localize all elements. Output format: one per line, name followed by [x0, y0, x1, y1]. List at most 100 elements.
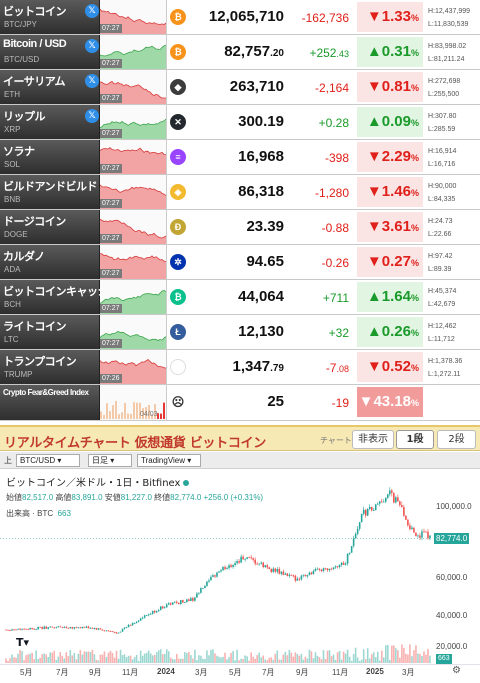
candle-body	[282, 571, 285, 575]
candle-body	[35, 629, 37, 631]
coin-name-cell[interactable]: ビットコイン BTC/JPY 𝕏	[0, 0, 100, 34]
sparkline-cell[interactable]: 07:27	[100, 175, 167, 209]
sparkline-cell[interactable]: 07:27	[100, 70, 167, 104]
candle-body	[342, 562, 345, 565]
fear-face-icon: ☹	[170, 394, 186, 410]
candle-body	[139, 618, 142, 621]
fear-greed-row[interactable]: Crypto Fear&Greed Index 04/03 ☹ 25 -19 ▼43.18…	[0, 385, 480, 421]
volume-bar	[5, 658, 7, 663]
coin-symbol: SOL	[4, 160, 21, 169]
pair-select[interactable]: BTC/USD ▾	[16, 454, 80, 467]
candle-body	[31, 627, 33, 629]
volume-bar	[19, 649, 21, 663]
coin-name-cell[interactable]: ライトコイン LTC	[0, 315, 100, 349]
volume-bar	[208, 655, 210, 663]
coin-name-cell[interactable]: イーサリアム ETH 𝕏	[0, 70, 100, 104]
candle-body	[270, 568, 273, 572]
fear-greed-bar	[112, 405, 114, 419]
x-share-icon[interactable]: 𝕏	[85, 74, 99, 88]
ticker-row[interactable]: ビットコインキャッシュ BCH 07:27 ₿ 44,064 +711 ▲1.64% H:45…	[0, 280, 480, 315]
coin-symbol: BNB	[4, 195, 21, 204]
ticker-row[interactable]: ビットコイン BTC/JPY 𝕏 07:27 ₿ 12,065,710 -162,736 ▼1…	[0, 0, 480, 35]
coin-name-cell[interactable]: Bitcoin / USD BTC/USD 𝕏	[0, 35, 100, 69]
sparkline-cell[interactable]: 07:27	[100, 140, 167, 174]
sparkline-cell[interactable]: 07:27	[100, 280, 167, 314]
source-select[interactable]: TradingView ▾	[137, 454, 201, 467]
volume-bar	[316, 655, 319, 663]
x-share-icon[interactable]: 𝕏	[85, 109, 99, 123]
x-share-icon[interactable]: 𝕏	[85, 4, 99, 18]
fear-greed-percent: ▼43.18%	[357, 387, 423, 417]
candle-body	[57, 626, 60, 628]
fear-greed-name-cell[interactable]: Crypto Fear&Greed Index	[0, 385, 100, 420]
candle-body	[169, 603, 172, 605]
candle-body	[91, 627, 94, 629]
hide-chart-button[interactable]: 非表示	[352, 430, 394, 449]
gear-icon[interactable]: ⚙	[452, 665, 461, 676]
volume-bar	[399, 657, 401, 663]
volume-bar	[13, 657, 15, 663]
sparkline-cell[interactable]: 07:27	[100, 35, 167, 69]
ticker-row[interactable]: ドージコイン DOGE 07:27 Ð 23.39 -0.88 ▼3.61% H:24.73 L…	[0, 210, 480, 245]
sparkline-line	[100, 44, 166, 57]
volume-bar	[389, 659, 391, 663]
candle-body	[248, 557, 250, 559]
ticker-row[interactable]: ライトコイン LTC 07:27 Ł 12,130 +32 ▲0.26% H:12,462 L:…	[0, 315, 480, 350]
sol-icon: ≡	[170, 149, 186, 165]
volume-readout: 出来高 · BTC 663	[6, 509, 71, 518]
two-row-button[interactable]: 2段	[437, 430, 476, 449]
coin-name-cell[interactable]: ドージコイン DOGE	[0, 210, 100, 244]
coin-name-cell[interactable]: トランプコイン TRUMP	[0, 350, 100, 384]
candle-body	[111, 631, 114, 633]
volume-tag: 663	[436, 654, 452, 664]
coin-name-cell[interactable]: ビットコインキャッシュ BCH	[0, 280, 119, 314]
coin-name-cell[interactable]: ソラナ SOL	[0, 140, 100, 174]
update-time: 07:27	[100, 339, 122, 348]
volume-bar	[320, 659, 323, 663]
last-price-tag: 82,774.0	[434, 533, 470, 544]
volume-bar	[411, 656, 413, 663]
fear-greed-sparkline	[100, 401, 165, 419]
sparkline-cell[interactable]: 07:27	[100, 210, 167, 244]
sparkline-cell[interactable]: 07:27	[100, 0, 167, 34]
volume-bar	[387, 644, 389, 663]
sparkline-cell[interactable]: 07:26	[100, 350, 167, 384]
candle-body	[25, 628, 27, 630]
timeframe-select[interactable]: 日足 ▾	[88, 454, 132, 467]
ticker-row[interactable]: ソラナ SOL 07:27 ≡ 16,968 -398 ▼2.29% H:16,914 L:16…	[0, 140, 480, 175]
ticker-row[interactable]: リップル XRP 𝕏 07:27 ✕ 300.19 +0.28 ▲0.09% H:307.80 L…	[0, 105, 480, 140]
candle-body	[250, 557, 252, 559]
volume-bar	[71, 655, 74, 663]
volume-bar	[429, 655, 431, 663]
candle-body	[316, 568, 319, 570]
fear-greed-chart-cell[interactable]: 04/03	[100, 385, 167, 420]
sparkline-line	[100, 218, 166, 239]
price-chart[interactable]: ビットコイン／米ドル・1日・Bitfinex 始値82,517.0 高値83,8…	[0, 470, 480, 683]
ticker-row[interactable]: Bitcoin / USD BTC/USD 𝕏 07:27 ₿ 82,757.20 +252…	[0, 35, 480, 70]
price-chart-canvas[interactable]	[0, 470, 480, 683]
fear-greed-bar	[115, 401, 117, 419]
arrow-down-icon: ▼	[358, 393, 374, 410]
volume-bar	[218, 656, 220, 663]
ticker-row[interactable]: イーサリアム ETH 𝕏 07:27 ◆ 263,710 -2,164 ▼0.81% H:272…	[0, 70, 480, 105]
tradingview-logo-icon[interactable]: T▾	[16, 636, 30, 649]
update-time: 07:27	[100, 129, 122, 138]
volume-bar	[378, 660, 381, 663]
ticker-row[interactable]: カルダノ ADA 07:27 ✲ 94.65 -0.26 ▼0.27% H:97.42 L:89…	[0, 245, 480, 280]
eth-icon: ◆	[170, 79, 186, 95]
candle-body	[87, 626, 90, 629]
coin-name-cell[interactable]: カルダノ ADA	[0, 245, 100, 279]
volume-bar	[178, 658, 180, 663]
coin-name-cell[interactable]: ビルドアンドビルド BNB	[0, 175, 100, 209]
ticker-row[interactable]: トランプコイン TRUMP 07:26 1,347.79 -7.08 ▼0.52% H:1,…	[0, 350, 480, 385]
x-share-icon[interactable]: 𝕏	[85, 39, 99, 53]
ada-icon: ✲	[170, 254, 186, 270]
one-row-button[interactable]: 1段	[396, 430, 434, 449]
coin-name-cell[interactable]: リップル XRP 𝕏	[0, 105, 100, 139]
volume-bar	[288, 649, 291, 663]
sparkline-cell[interactable]: 07:27	[100, 245, 167, 279]
sparkline-cell[interactable]: 07:27	[100, 315, 167, 349]
sparkline-cell[interactable]: 07:27	[100, 105, 167, 139]
ticker-row[interactable]: ビルドアンドビルド BNB 07:27 ◈ 86,318 -1,280 ▼1.46% H:90…	[0, 175, 480, 210]
volume-bar	[67, 656, 70, 663]
